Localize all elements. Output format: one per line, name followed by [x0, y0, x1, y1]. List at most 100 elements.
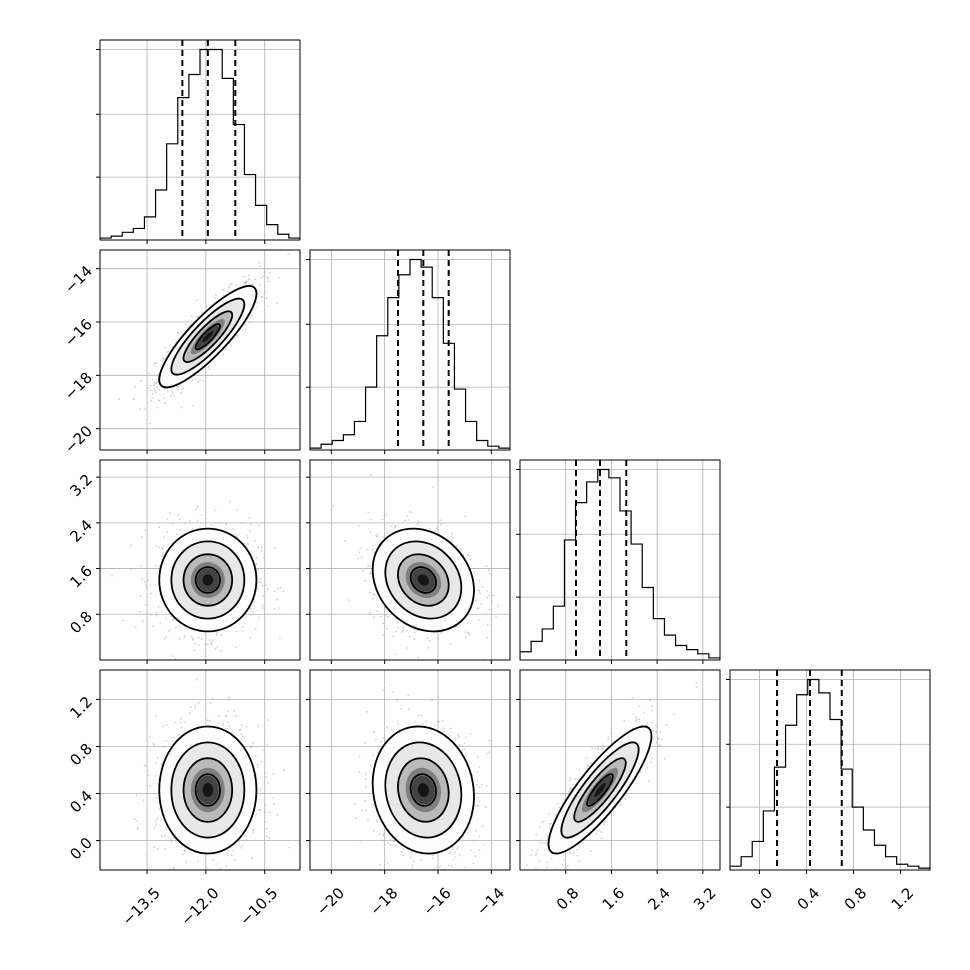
- scatter-point: [258, 580, 260, 583]
- scatter-point: [429, 527, 432, 530]
- scatter-point: [495, 615, 497, 618]
- scatter-point: [450, 536, 453, 538]
- scatter-point: [262, 749, 265, 751]
- scatter-point: [149, 735, 152, 738]
- scatter-point: [400, 707, 402, 710]
- scatter-point: [196, 883, 198, 885]
- scatter-point: [214, 509, 217, 512]
- scatter-point: [367, 565, 369, 568]
- scatter-point: [491, 599, 493, 602]
- scatter-point: [266, 588, 269, 590]
- scatter-point: [358, 755, 361, 758]
- scatter-point: [273, 608, 276, 610]
- scatter-point: [481, 783, 483, 786]
- scatter-point: [134, 386, 137, 388]
- scatter-point: [157, 374, 160, 377]
- scatter-point: [483, 843, 486, 846]
- scatter-point: [369, 591, 371, 594]
- scatter-point: [156, 386, 158, 389]
- scatter-point: [414, 898, 416, 900]
- scatter-point: [383, 515, 386, 518]
- scatter-point: [534, 854, 537, 856]
- scatter-point: [227, 285, 230, 287]
- scatter-point: [261, 296, 264, 299]
- scatter-point: [393, 526, 396, 529]
- scatter-point: [456, 847, 459, 850]
- scatter-point: [449, 643, 452, 646]
- scatter-point: [263, 271, 266, 274]
- scatter-point: [426, 646, 429, 649]
- scatter-point: [245, 839, 248, 842]
- scatter-point: [597, 747, 599, 750]
- scatter-point: [393, 840, 395, 842]
- scatter-point: [142, 799, 145, 802]
- scatter-point: [649, 699, 651, 702]
- scatter-point: [252, 283, 254, 286]
- scatter-point: [130, 568, 133, 571]
- scatter-point: [243, 282, 245, 284]
- scatter-point: [357, 557, 359, 560]
- contour-line: [182, 310, 234, 363]
- scatter-point: [478, 619, 481, 621]
- scatter-point: [161, 836, 163, 838]
- scatter-point: [241, 735, 244, 738]
- scatter-point: [408, 635, 411, 638]
- scatter-point: [425, 720, 428, 722]
- scatter-point: [417, 714, 420, 717]
- contour-line: [371, 725, 475, 855]
- scatter-point: [254, 754, 257, 757]
- scatter-point: [453, 851, 456, 853]
- scatter-point: [409, 510, 411, 513]
- scatter-point: [267, 276, 269, 279]
- scatter-point: [154, 775, 157, 778]
- scatter-point: [209, 719, 211, 722]
- scatter-point: [255, 306, 257, 308]
- scatter-point: [250, 745, 253, 747]
- scatter-point: [241, 724, 243, 726]
- scatter-point: [179, 717, 182, 720]
- scatter-point: [162, 725, 165, 728]
- scatter-point: [478, 579, 481, 582]
- scatter-point: [414, 721, 417, 724]
- scatter-point: [215, 294, 217, 297]
- scatter-point: [145, 585, 148, 588]
- scatter-point: [136, 828, 139, 831]
- scatter-point: [240, 846, 243, 849]
- scatter-point: [259, 808, 261, 811]
- scatter-point: [436, 865, 438, 868]
- scatter-point: [543, 883, 545, 885]
- scatter-point: [147, 774, 150, 777]
- scatter-point: [149, 422, 151, 425]
- scatter-point: [402, 847, 405, 850]
- scatter-point: [246, 537, 249, 539]
- scatter-point: [158, 399, 161, 402]
- scatter-point: [247, 277, 250, 280]
- x-tick-label: −14: [473, 884, 508, 919]
- scatter-point: [197, 315, 200, 318]
- scatter-point: [382, 833, 384, 836]
- scatter-point: [173, 394, 175, 397]
- scatter-point: [240, 733, 243, 735]
- scatter-point: [234, 859, 237, 861]
- scatter-point: [155, 564, 158, 567]
- scatter-point: [222, 722, 225, 725]
- scatter-point: [236, 336, 239, 338]
- scatter-point: [477, 804, 480, 807]
- scatter-point: [163, 357, 166, 360]
- scatter-point: [278, 607, 281, 609]
- scatter-point: [364, 773, 367, 776]
- scatter-point: [260, 581, 262, 584]
- scatter-point: [276, 598, 279, 601]
- scatter-point: [486, 636, 488, 639]
- scatter-point: [144, 603, 147, 606]
- scatter-point: [451, 540, 453, 543]
- scatter-point: [153, 825, 156, 828]
- scatter-point: [245, 725, 248, 728]
- scatter-point: [654, 724, 657, 727]
- scatter-point: [408, 519, 410, 521]
- scatter-point: [476, 804, 478, 807]
- scatter-point: [268, 837, 270, 839]
- scatter-point: [216, 880, 218, 882]
- y-tick-label: −16: [61, 315, 96, 350]
- scatter-point: [391, 728, 393, 731]
